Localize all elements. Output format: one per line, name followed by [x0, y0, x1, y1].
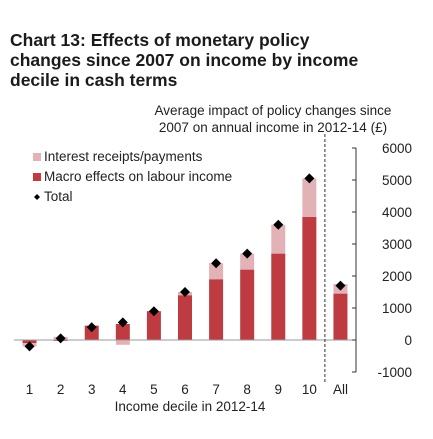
y-tick-label--1000: -1000 — [377, 365, 412, 380]
bar-interest-9 — [271, 224, 286, 254]
x-tick-label-4: 4 — [119, 382, 127, 397]
bar-macro-All — [333, 293, 348, 340]
total-marker-5 — [148, 306, 159, 317]
total-marker-All — [335, 280, 346, 291]
y-tick-label-3000: 3000 — [382, 237, 412, 252]
bar-interest-7 — [209, 263, 224, 280]
total-marker-9 — [273, 219, 284, 230]
bar-macro-10 — [302, 216, 317, 340]
x-tick-label-9: 9 — [275, 382, 283, 397]
bar-macro-8 — [240, 269, 255, 340]
bar-interest-10 — [302, 178, 317, 217]
total-marker-8 — [242, 248, 253, 259]
bar-macro-3 — [84, 325, 99, 340]
x-tick-label-All: All — [333, 382, 348, 397]
total-marker-6 — [180, 287, 190, 297]
total-marker-1 — [24, 341, 35, 352]
x-tick-label-5: 5 — [150, 382, 158, 397]
y-tick-label-0: 0 — [404, 333, 412, 348]
x-tick-label-1: 1 — [26, 382, 34, 397]
chart-title-line-2: changes since 2007 on income by income — [10, 50, 359, 70]
x-tick-label-10: 10 — [302, 382, 317, 397]
legend-swatch-interest — [33, 153, 41, 161]
x-tick-label-7: 7 — [212, 382, 220, 397]
bar-macro-4 — [115, 324, 130, 340]
plot-area: -1000 0 1000 2000 3000 4000 5000 6000 1 2 3 4 5 6 7 8 9 1… — [14, 134, 412, 397]
legend-label-macro: Macro effects on labour income — [44, 169, 232, 184]
y-tick-label-6000: 6000 — [382, 141, 412, 156]
total-marker-4 — [117, 317, 128, 328]
x-tick-label-8: 8 — [243, 382, 251, 397]
y-tick-label-2000: 2000 — [382, 269, 412, 284]
x-axis-label: Income decile in 2012-14 — [115, 399, 266, 414]
bar-macro-6 — [178, 295, 192, 340]
legend-marker-total — [34, 194, 40, 200]
x-tick-label-3: 3 — [88, 382, 96, 397]
x-tick-label-2: 2 — [57, 382, 65, 397]
bar-macro-9 — [271, 253, 286, 340]
chart-subtitle-line-2: 2007 on annual income in 2012-14 (£) — [159, 120, 387, 135]
y-tick-label-1000: 1000 — [382, 301, 412, 316]
total-marker-10 — [304, 173, 315, 184]
y-tick-label-5000: 5000 — [382, 173, 412, 188]
total-marker-3 — [86, 322, 97, 333]
bar-interest-4 — [115, 340, 130, 345]
chart-title-line-1: Chart 13: Effects of monetary policy — [10, 30, 310, 50]
total-marker-7 — [211, 258, 222, 269]
legend-label-total: Total — [44, 189, 73, 204]
legend: Interest receipts/payments Macro effects… — [33, 149, 232, 204]
legend-swatch-macro — [33, 173, 41, 181]
bar-macro-7 — [209, 279, 224, 340]
x-tick-label-6: 6 — [181, 382, 189, 397]
chart-title: Chart 13: Effects of monetary policy cha… — [10, 30, 425, 90]
chart-title-line-3: decile in cash terms — [10, 70, 178, 90]
total-marker-2 — [55, 333, 66, 344]
bar-macro-5 — [146, 311, 161, 340]
legend-label-interest: Interest receipts/payments — [44, 149, 203, 164]
bar-interest-8 — [240, 253, 255, 270]
y-tick-label-4000: 4000 — [382, 205, 412, 220]
chart-subtitle-line-1: Average impact of policy changes since — [155, 103, 392, 118]
